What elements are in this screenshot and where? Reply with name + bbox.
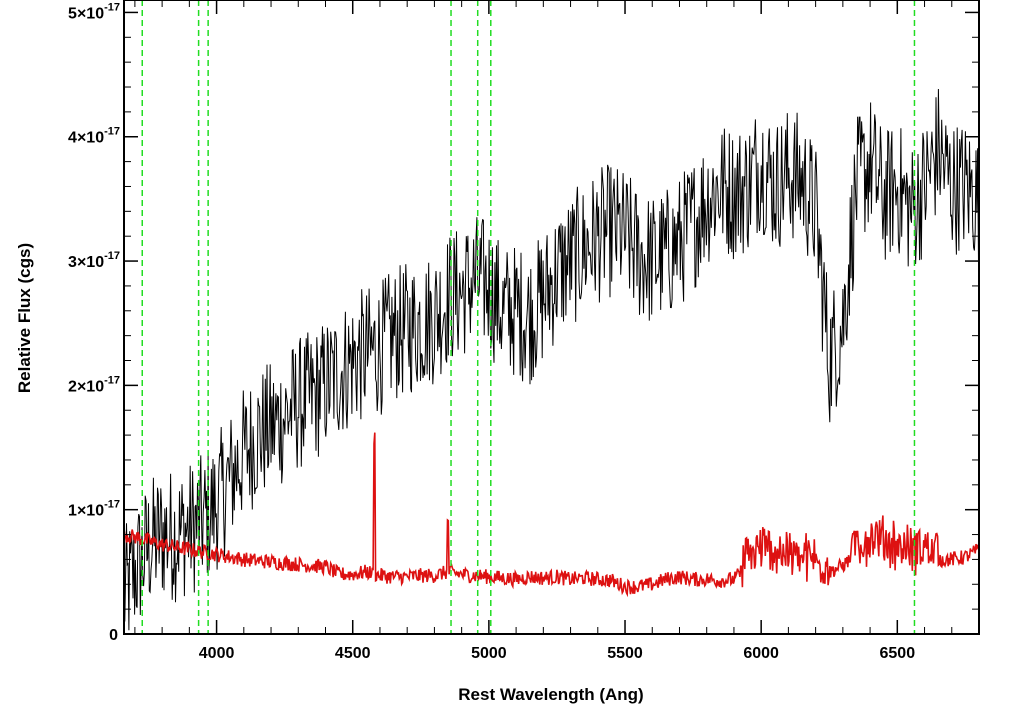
plot-frame — [123, 0, 980, 635]
y-tick-label: 2×10-17 — [68, 374, 120, 395]
y-tick-label: 3×10-17 — [68, 250, 120, 271]
plot-area — [124, 88, 979, 631]
y-tick-label: 1×10-17 — [68, 499, 120, 520]
spectrum-series-2 — [124, 432, 979, 598]
x-tick-label: 4000 — [199, 645, 235, 662]
y-tick-label: 5×10-17 — [68, 1, 120, 22]
x-tick-label: 5500 — [607, 645, 643, 662]
x-tick-label: 4500 — [335, 645, 371, 662]
x-axis-ticks: 4000 4500 5000 5500 6000 6500 — [134, 0, 980, 662]
reference-lines — [141, 0, 916, 634]
x-tick-label: 6000 — [743, 645, 779, 662]
y-tick-label: 0 — [109, 627, 118, 644]
y-tick-label: 4×10-17 — [68, 126, 120, 147]
y-axis-ticks: 0 1×10-17 2×10-17 3×10-17 4×10-17 5×10-17 — [68, 1, 979, 644]
x-tick-label: 5000 — [471, 645, 507, 662]
x-tick-label: 6500 — [880, 645, 916, 662]
plot-border — [123, 0, 980, 635]
x-axis-label: Rest Wavelength (Ang) — [458, 685, 643, 704]
spectrum-series-1 — [124, 88, 979, 631]
y-axis-label: Relative Flux (cgs) — [15, 243, 34, 393]
